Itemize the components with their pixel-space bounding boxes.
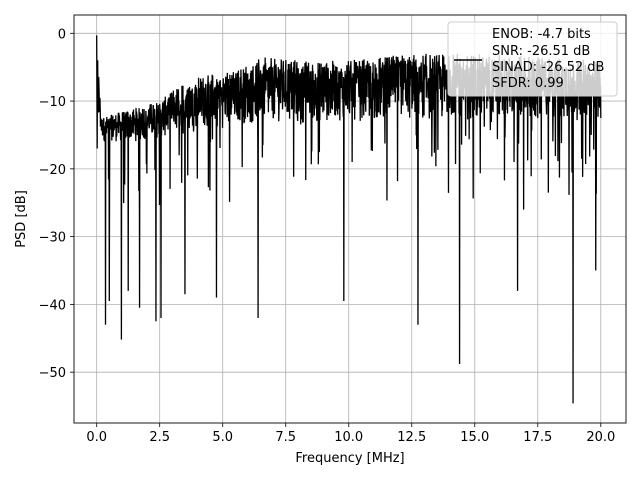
plot-frame	[73, 14, 627, 424]
legend-snr: SNR: -26.51 dB	[492, 44, 590, 59]
y-tick-label: 0	[58, 27, 66, 42]
legend-sfdr: SFDR: 0.99	[492, 76, 564, 91]
x-tick-label: 5.0	[212, 430, 233, 445]
y-tick-label: −30	[39, 231, 66, 246]
x-tick-label: 0.0	[86, 430, 107, 445]
x-tick-label: 7.5	[275, 430, 296, 445]
series-layer	[96, 35, 602, 404]
y-tick-label: −20	[39, 163, 66, 178]
y-tick-label: −50	[39, 366, 66, 381]
legend-enob: ENOB: -4.7 bits	[492, 27, 591, 42]
legend: ENOB: -4.7 bits SNR: -26.51 dB SINAD: -2…	[447, 21, 618, 97]
y-tick-label: −40	[39, 298, 66, 313]
x-axis-label: Frequency [MHz]	[295, 451, 404, 466]
x-tick-label: 17.5	[523, 430, 552, 445]
legend-sinad: SINAD: -26.52 dB	[492, 60, 604, 75]
x-tick-label: 10.0	[334, 430, 363, 445]
x-tick-label: 2.5	[149, 430, 170, 445]
x-tick-label: 12.5	[397, 430, 426, 445]
y-tick-label: −10	[39, 95, 66, 110]
ticks: 0.0 2.5 5.0 7.5 10.0 12.5 15.0 17.5 20.0 0 −10 −20 −…	[39, 27, 616, 445]
psd-series-line	[96, 35, 602, 404]
x-tick-label: 20.0	[586, 430, 615, 445]
x-tick-label: 15.0	[460, 430, 489, 445]
y-axis-label: PSD [dB]	[14, 190, 29, 248]
legend-box	[447, 21, 618, 97]
